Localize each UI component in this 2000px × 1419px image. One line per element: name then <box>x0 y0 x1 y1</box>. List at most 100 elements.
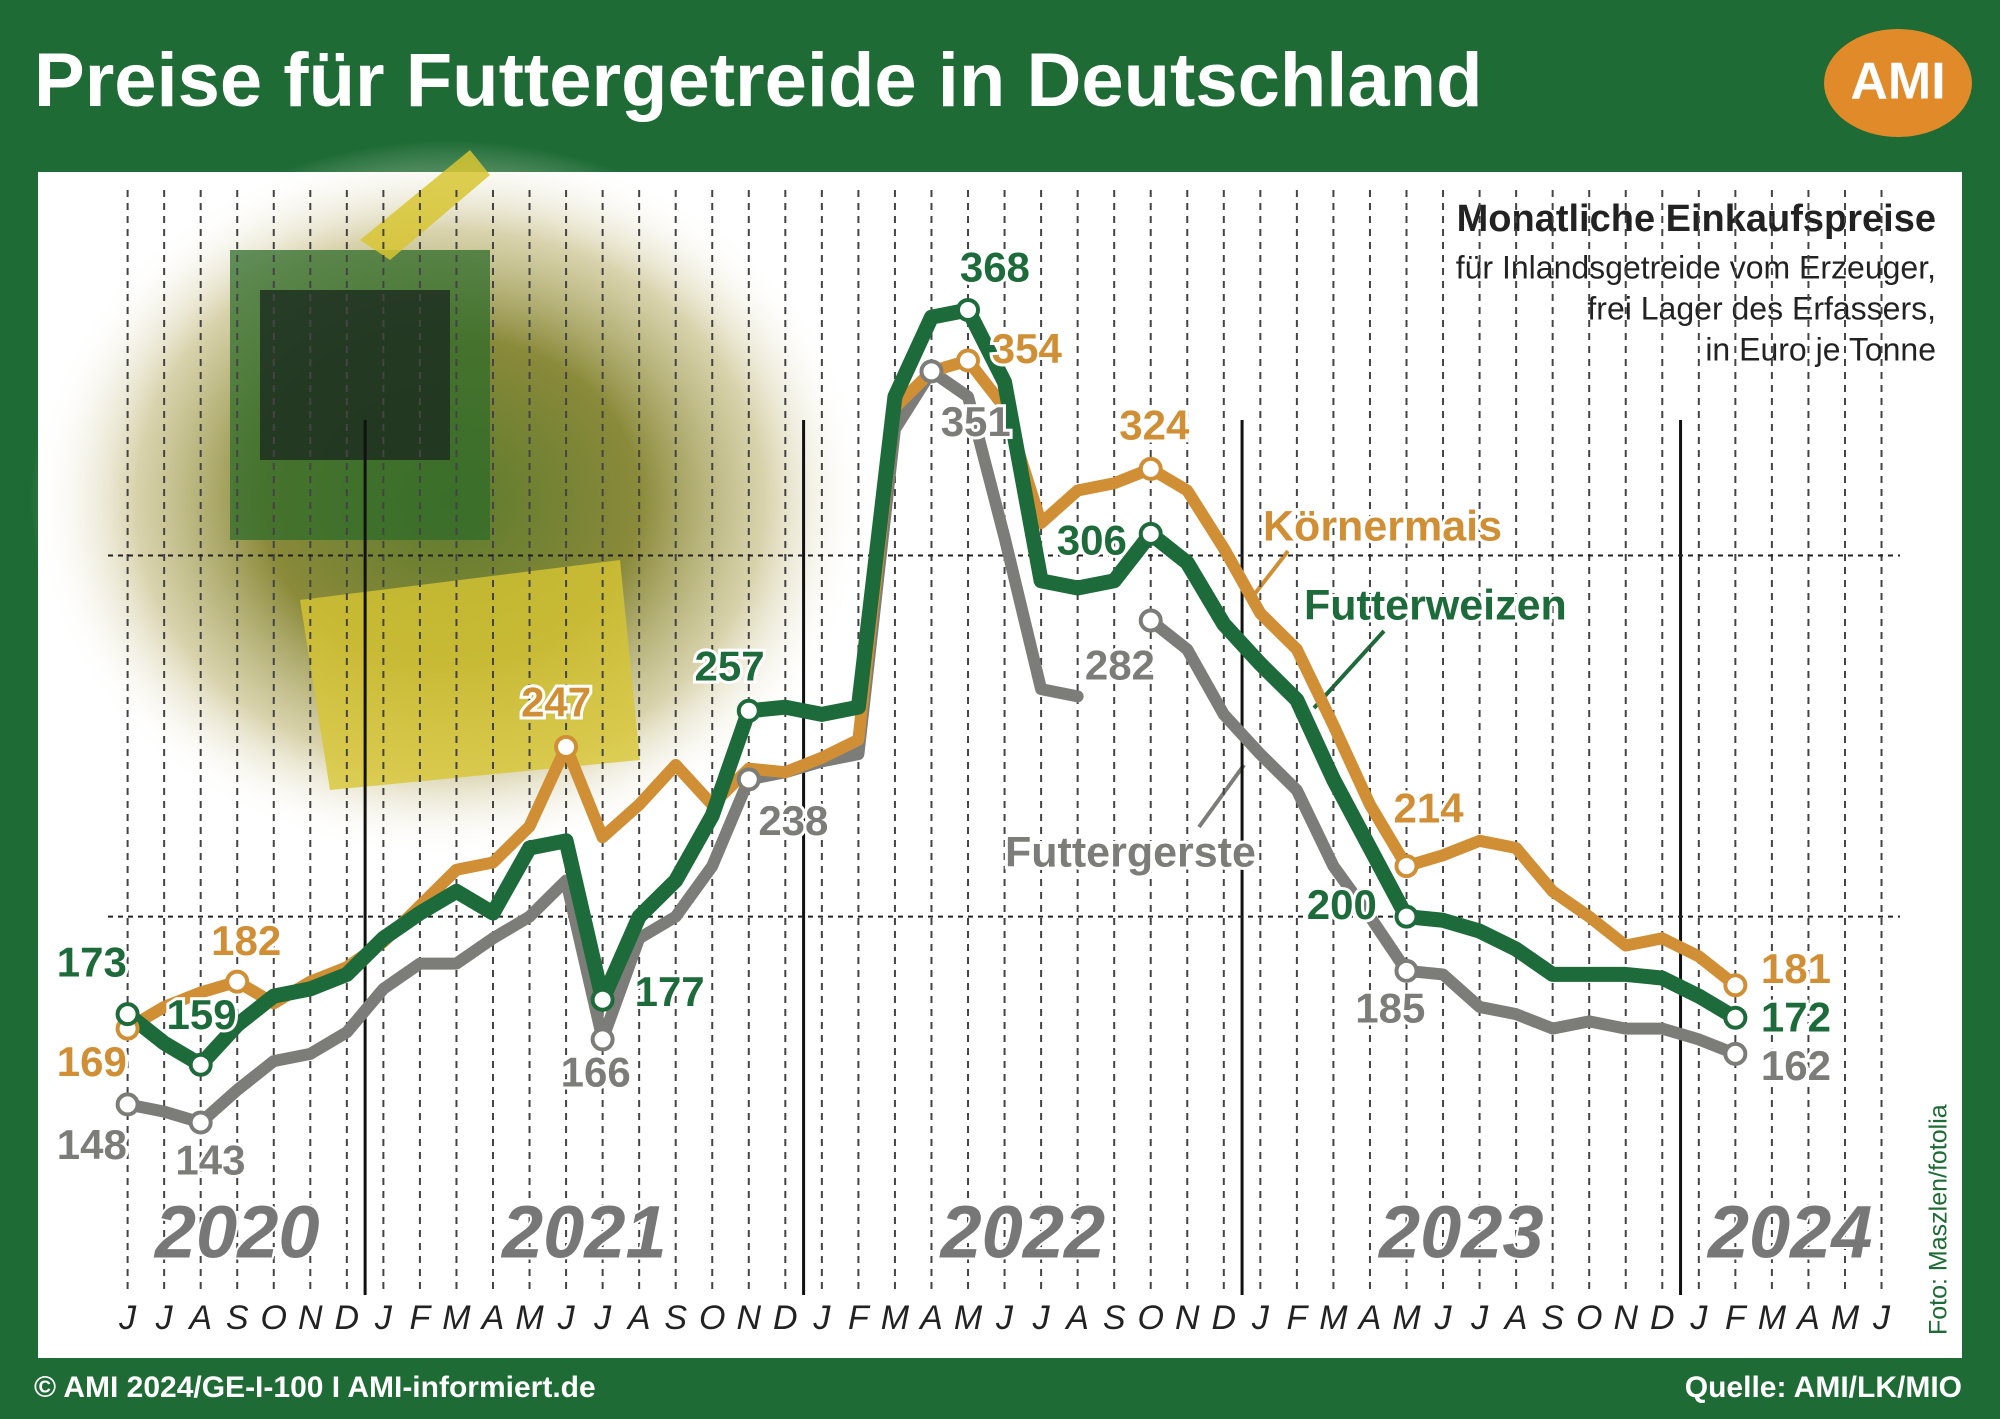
data-label: 172 <box>1761 993 1831 1040</box>
point-marker <box>115 1002 140 1027</box>
point-marker <box>1394 958 1419 983</box>
x-tick-label: D <box>335 1299 360 1337</box>
data-label: 173 <box>57 939 127 986</box>
point-marker <box>590 987 615 1012</box>
x-tick-label: O <box>1137 1299 1163 1337</box>
x-tick-label: D <box>1212 1299 1237 1337</box>
leader-line <box>1197 763 1246 829</box>
x-tick-label: M <box>954 1299 983 1337</box>
x-tick-label: A <box>1503 1299 1528 1337</box>
logo-badge <box>1824 29 1972 137</box>
data-label: 159 <box>166 991 236 1038</box>
year-label: 2021 <box>500 1191 667 1274</box>
x-tick-label: O <box>261 1299 287 1337</box>
point-marker <box>188 1052 213 1077</box>
year-label: 2022 <box>939 1191 1106 1274</box>
data-label: 282 <box>1085 641 1155 688</box>
x-tick-label: A <box>187 1299 212 1337</box>
photo-credit: Foto: Maszlen/fotolia <box>1925 1104 1953 1335</box>
line <box>120 302 1743 1073</box>
x-tick-label: A <box>1064 1299 1089 1337</box>
x-tick-label: J <box>812 1299 831 1337</box>
data-label: 162 <box>1761 1042 1831 1089</box>
point-marker <box>956 297 981 322</box>
year-label: 2023 <box>1377 1191 1544 1274</box>
data-label: 166 <box>561 1048 631 1095</box>
x-tick-label: A <box>1795 1299 1820 1337</box>
x-tick-label: M <box>515 1299 544 1337</box>
x-tick-label: J <box>374 1299 393 1337</box>
data-label: 306 <box>1057 516 1127 563</box>
data-label: 200 <box>1307 881 1377 928</box>
x-tick-label: N <box>1613 1299 1638 1337</box>
x-tick-label: M <box>1831 1299 1860 1337</box>
x-tick-label: J <box>995 1299 1014 1337</box>
data-label: 354 <box>992 325 1063 372</box>
x-tick-label: S <box>1541 1299 1564 1337</box>
data-label: 143 <box>175 1136 245 1183</box>
x-tick-label: M <box>1319 1299 1348 1337</box>
point-marker <box>1394 854 1419 879</box>
x-tick-label: S <box>1103 1299 1126 1337</box>
x-tick-label: F <box>1725 1299 1748 1337</box>
series-label: Körnermais <box>1263 502 1502 550</box>
footer-right: Quelle: AMI/LK/MIO <box>1685 1371 1962 1404</box>
data-label: 181 <box>1761 945 1831 992</box>
x-tick-label: F <box>410 1299 433 1337</box>
data-label: 148 <box>57 1121 127 1168</box>
point-marker <box>1394 904 1419 929</box>
point-marker <box>919 359 944 384</box>
data-label: 185 <box>1355 985 1425 1032</box>
data-label: 247 <box>521 678 591 725</box>
x-tick-label: F <box>848 1299 871 1337</box>
data-label: 351 <box>941 398 1011 445</box>
data-label: 238 <box>758 797 828 844</box>
subtitle: in Euro je Tonne <box>1705 331 1936 367</box>
data-label: 177 <box>635 968 705 1015</box>
point-marker <box>188 1110 213 1135</box>
point-marker <box>225 969 250 994</box>
leader-line <box>1248 549 1290 602</box>
x-tick-label: M <box>442 1299 471 1337</box>
point-marker <box>115 1092 140 1117</box>
x-tick-label: A <box>480 1299 505 1337</box>
point-marker <box>736 767 761 792</box>
x-tick-label: J <box>1470 1299 1489 1337</box>
title: Preise für Futtergetreide in Deutschland <box>34 38 1483 123</box>
point-marker <box>590 1027 615 1052</box>
data-label: 368 <box>960 243 1030 290</box>
data-label: 214 <box>1394 784 1465 831</box>
point-marker <box>1138 608 1163 633</box>
x-tick-label: A <box>1357 1299 1382 1337</box>
x-tick-label: S <box>226 1299 249 1337</box>
x-tick-label: M <box>1758 1299 1787 1337</box>
x-tick-label: O <box>699 1299 725 1337</box>
data-label: 257 <box>695 643 765 690</box>
data-label: 182 <box>211 917 281 964</box>
x-tick-label: J <box>118 1299 137 1337</box>
x-tick-label: J <box>1689 1299 1708 1337</box>
leader-line <box>1312 629 1386 710</box>
x-tick-label: O <box>1576 1299 1602 1337</box>
x-tick-label: F <box>1286 1299 1309 1337</box>
point-marker <box>1723 973 1748 998</box>
x-tick-label: D <box>1650 1299 1675 1337</box>
x-tick-label: M <box>1392 1299 1421 1337</box>
x-tick-label: M <box>881 1299 910 1337</box>
series-label: Futtergerste <box>1005 828 1256 876</box>
year-label: 2024 <box>1706 1191 1873 1274</box>
point-marker <box>1723 1005 1748 1030</box>
x-tick-label: A <box>626 1299 651 1337</box>
grid <box>108 190 1900 1295</box>
year-label: 2020 <box>153 1191 320 1274</box>
x-tick-label: J <box>155 1299 174 1337</box>
point-marker <box>554 734 579 759</box>
point-marker <box>1138 521 1163 546</box>
point-marker <box>956 348 981 373</box>
point-marker <box>736 698 761 723</box>
x-tick-label: J <box>1434 1299 1453 1337</box>
point-marker <box>1138 456 1163 481</box>
photo <box>30 140 870 860</box>
logo: AMI <box>1850 53 1945 111</box>
